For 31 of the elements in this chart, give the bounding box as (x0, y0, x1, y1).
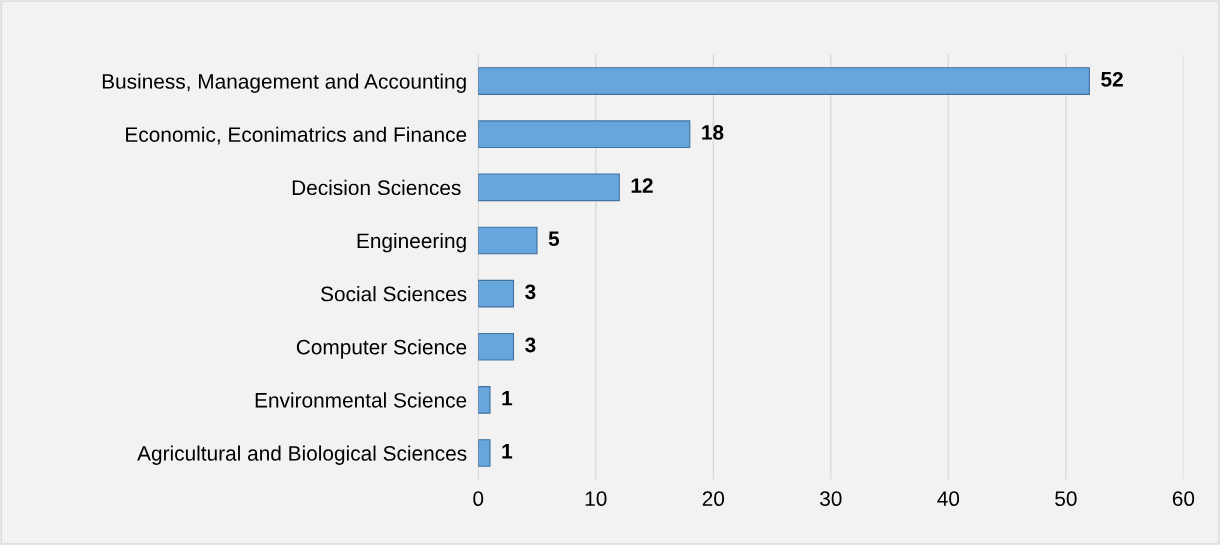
data-label: 18 (702, 125, 724, 140)
data-label: 3 (525, 284, 536, 300)
bar (478, 439, 491, 467)
y-tick-label: Decision Sciences (292, 179, 461, 196)
x-tick-label: 30 (820, 491, 842, 507)
x-tick-label: 10 (585, 491, 607, 507)
data-label: 52 (1101, 71, 1123, 87)
y-tick-label: Economic, Econimatrics and Finance (126, 126, 467, 145)
x-tick-label: 20 (702, 491, 725, 507)
bar (478, 332, 515, 361)
bar (478, 386, 491, 414)
y-tick-label: Business, Management and Accounting (102, 73, 466, 93)
bar (478, 226, 538, 255)
bar (478, 67, 1090, 95)
x-tick-label: 0 (473, 491, 484, 507)
y-tick-label: Computer Science (296, 339, 467, 359)
y-tick-label: Engineering (357, 232, 466, 253)
x-tick-label: 50 (1055, 491, 1077, 507)
bar (478, 173, 620, 202)
y-tick-label: Social Sciences (321, 286, 467, 302)
bar (478, 279, 515, 308)
y-tick-label: Environmental Science (255, 392, 467, 408)
data-label: 1 (502, 444, 513, 459)
data-label: 5 (548, 231, 560, 247)
y-tick-label: Agricultural and Biological Sciences (137, 445, 467, 465)
x-tick-label: 40 (937, 491, 960, 507)
bar (478, 120, 691, 149)
data-label: 1 (502, 390, 513, 406)
data-label: 12 (631, 178, 653, 193)
x-tick-label: 60 (1172, 491, 1195, 507)
data-label: 3 (525, 337, 536, 353)
